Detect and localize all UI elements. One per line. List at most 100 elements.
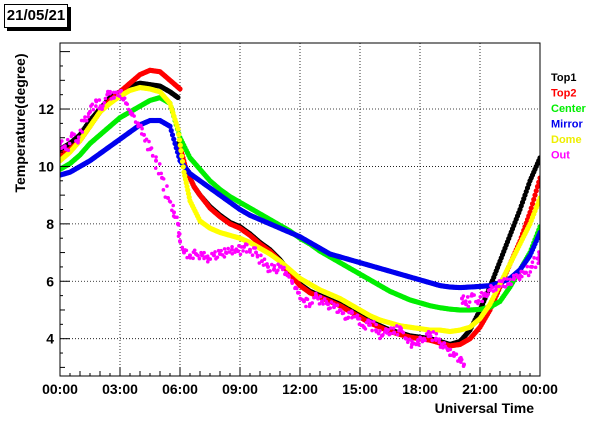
date-label: 21/05/21 xyxy=(4,4,68,28)
data-point xyxy=(185,255,189,260)
data-point xyxy=(173,215,177,219)
x-tick-label: 15:00 xyxy=(342,381,378,397)
data-point xyxy=(179,158,186,165)
data-point xyxy=(171,136,177,142)
data-point xyxy=(442,341,447,345)
data-point xyxy=(80,130,85,134)
data-point xyxy=(245,242,249,247)
data-point xyxy=(416,339,420,344)
data-point xyxy=(262,257,267,261)
data-point xyxy=(91,107,96,112)
data-point xyxy=(391,326,396,330)
data-point xyxy=(476,299,481,303)
data-point xyxy=(448,347,453,352)
series-layer xyxy=(60,67,540,369)
data-point xyxy=(226,246,230,251)
data-point xyxy=(376,331,381,336)
data-point xyxy=(125,102,130,106)
data-point xyxy=(529,201,536,207)
data-point xyxy=(208,257,213,261)
data-point xyxy=(111,90,116,95)
data-point xyxy=(528,205,534,211)
x-axis-label: Universal Time xyxy=(435,400,535,416)
data-point xyxy=(171,203,176,208)
data-point xyxy=(534,183,540,190)
data-point xyxy=(416,343,421,347)
data-point xyxy=(272,264,277,268)
data-point xyxy=(525,264,530,269)
data-point xyxy=(212,253,216,258)
data-point xyxy=(255,254,260,259)
data-point xyxy=(176,131,182,138)
legend-entry-dome: Dome xyxy=(551,134,582,146)
data-point xyxy=(136,121,140,126)
data-point xyxy=(532,192,538,198)
data-point xyxy=(395,332,400,337)
data-point xyxy=(175,126,181,132)
data-point xyxy=(90,102,95,107)
data-point xyxy=(451,350,456,355)
y-tick-label: 6 xyxy=(46,273,54,289)
data-point xyxy=(467,300,472,304)
data-point xyxy=(202,250,206,255)
data-point xyxy=(434,338,438,342)
data-point xyxy=(215,255,220,260)
data-point xyxy=(282,265,286,270)
data-point xyxy=(76,138,80,143)
data-point xyxy=(177,142,183,148)
data-point xyxy=(412,341,416,346)
legend-entry-out: Out xyxy=(551,150,570,162)
data-point xyxy=(317,302,322,306)
data-point xyxy=(150,153,155,158)
data-point xyxy=(253,246,258,250)
data-point xyxy=(524,270,528,275)
data-point xyxy=(237,244,241,248)
data-point xyxy=(329,300,334,304)
data-point xyxy=(346,315,351,320)
data-point xyxy=(172,140,178,147)
data-point xyxy=(431,330,436,334)
data-point xyxy=(172,210,176,215)
data-point xyxy=(530,260,535,265)
data-point xyxy=(60,139,64,143)
data-point xyxy=(388,331,393,336)
data-point xyxy=(108,89,112,94)
data-point xyxy=(175,94,181,101)
data-point xyxy=(179,153,185,159)
data-point xyxy=(216,248,221,253)
data-point xyxy=(295,286,299,291)
data-point xyxy=(176,234,181,238)
data-point xyxy=(236,249,240,254)
data-point xyxy=(72,132,76,137)
data-point xyxy=(61,145,66,149)
data-point xyxy=(132,114,136,118)
data-point xyxy=(326,302,330,307)
data-point xyxy=(305,297,310,302)
data-point xyxy=(423,338,427,343)
data-point xyxy=(121,97,126,102)
data-point xyxy=(520,274,524,279)
data-point xyxy=(363,327,368,331)
data-point xyxy=(276,268,280,273)
data-point xyxy=(191,256,195,261)
axes: 00:00 03:00 06:00 09:00 12:00 15:00 18:00 21:00… xyxy=(38,51,558,397)
data-point xyxy=(222,247,227,251)
data-point xyxy=(269,262,274,267)
data-point xyxy=(117,94,122,98)
data-point xyxy=(537,250,540,254)
data-point xyxy=(166,196,170,201)
data-point xyxy=(464,302,468,307)
plot-area xyxy=(60,43,540,376)
data-point xyxy=(437,337,442,341)
data-point xyxy=(83,115,87,119)
data-point xyxy=(537,258,540,262)
data-point xyxy=(65,137,70,142)
data-point xyxy=(381,332,385,337)
series-dome xyxy=(60,84,540,335)
data-point xyxy=(332,302,336,306)
data-point xyxy=(349,309,354,313)
data-point xyxy=(494,288,498,292)
data-point xyxy=(247,249,252,254)
data-point xyxy=(434,331,439,336)
